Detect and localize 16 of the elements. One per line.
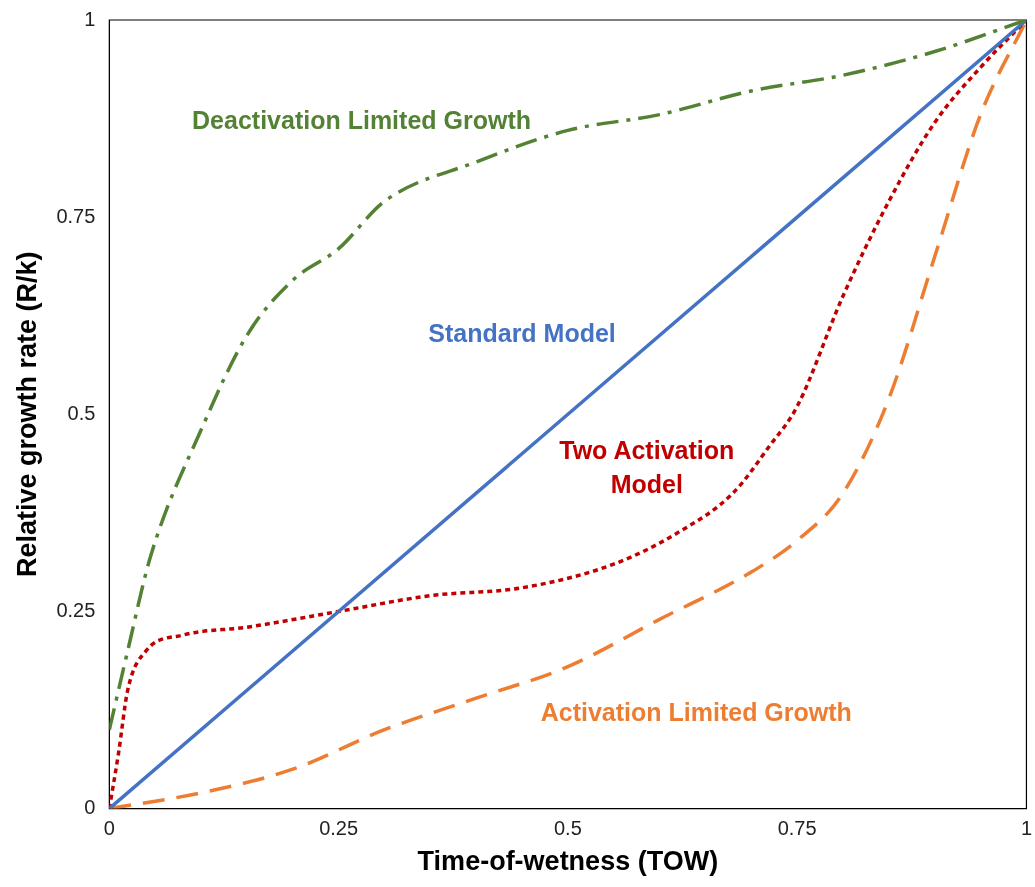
y-axis-title: Relative growth rate (R/k) (11, 251, 42, 578)
x-tick-label: 1 (1020, 817, 1032, 840)
y-tick-label: 0.25 (56, 598, 96, 621)
series-label: Activation Limited Growth (540, 697, 852, 726)
y-tick-label: 0 (84, 796, 96, 819)
x-tick-label: 0 (103, 817, 115, 840)
x-tick-label: 0.25 (319, 817, 359, 840)
y-tick-label: 1 (84, 7, 96, 30)
series-label: Standard Model (428, 319, 616, 348)
y-tick-label: 0.5 (67, 401, 96, 424)
series-label: Two Activation Model (559, 436, 735, 499)
x-axis-title: Time-of-wetness (TOW) (417, 846, 719, 877)
y-tick-label: 0.75 (56, 204, 96, 227)
x-tick-label: 0.75 (777, 817, 817, 840)
series-label: Deactivation Limited Growth (192, 106, 531, 135)
x-tick-label: 0.5 (553, 817, 582, 840)
